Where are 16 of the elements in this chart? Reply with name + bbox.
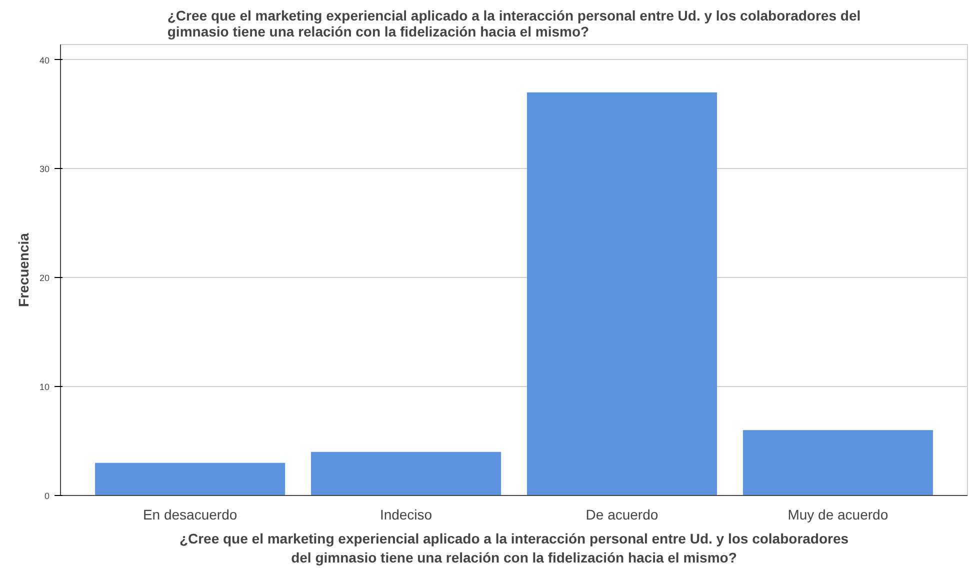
bar <box>95 462 286 496</box>
bar <box>526 92 717 496</box>
bar <box>742 430 933 496</box>
y-axis-title: Frecuencia <box>15 232 32 307</box>
y-tick-label: 40 <box>39 55 50 66</box>
x-tick-label: Muy de acuerdo <box>788 506 888 522</box>
chart-title: ¿Cree que el marketing experiencial aplicado a la interacción personal entre Ud. y los colaboradores del gimnasio tiene una relación con la fidelización hacia el mismo? <box>167 8 861 40</box>
x-axis-title: ¿Cree que el marketing experiencial aplicado a la interacción personal entre Ud. y los colaboradores del gimnasio tiene una relación con la fidelización hacia el mismo? <box>179 530 849 566</box>
y-tick-label: 0 <box>44 491 50 501</box>
y-tick-label: 20 <box>39 273 50 284</box>
bar <box>311 452 502 496</box>
x-tick-label: Indeciso <box>380 506 432 522</box>
x-tick-label: En desacuerdo <box>142 506 238 522</box>
y-tick-label: 10 <box>39 382 50 392</box>
x-tick-label: De acuerdo <box>586 506 658 522</box>
y-tick-label: 30 <box>39 164 50 174</box>
